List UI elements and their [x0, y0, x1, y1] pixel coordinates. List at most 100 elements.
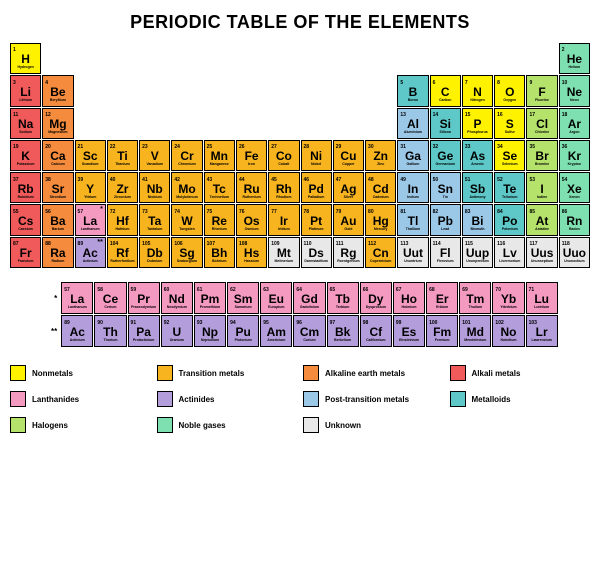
empty-cell — [171, 43, 202, 74]
element-symbol: C — [441, 86, 450, 98]
legend-item-noble: Noble gases — [157, 417, 298, 433]
element-name: Hydrogen — [17, 66, 33, 70]
element-Ar: 18ArArgon — [559, 108, 590, 139]
element-name: Lawrencium — [531, 339, 551, 343]
empty-cell — [365, 43, 396, 74]
element-name: Darmstadtium — [304, 260, 328, 264]
element-symbol: K — [21, 150, 30, 162]
element-symbol: La — [70, 293, 84, 305]
empty-cell — [107, 108, 138, 139]
element-symbol: N — [473, 86, 482, 98]
element-symbol: Sg — [179, 247, 194, 259]
element-symbol: O — [505, 86, 514, 98]
element-symbol: Y — [86, 183, 94, 195]
element-Pa: 91PaProtactinium — [128, 315, 160, 347]
element-symbol: Pt — [310, 215, 322, 227]
empty-cell — [139, 108, 170, 139]
atomic-number: 39 — [76, 177, 85, 183]
element-name: Oxygen — [503, 99, 516, 103]
element-symbol: Eu — [269, 293, 284, 305]
element-symbol: Br — [535, 150, 548, 162]
element-Tl: 81TlThallium — [397, 204, 428, 235]
periodic-table: 1HHydrogen2HeHelium3LiLithium4BeBerylliu… — [0, 43, 600, 268]
element-name: Erbium — [436, 306, 448, 310]
element-He: 2HeHelium — [559, 43, 590, 74]
element-As: 33AsArsenic — [462, 140, 493, 171]
element-Fr: 87FrFrancium — [10, 237, 41, 268]
element-symbol: B — [409, 86, 418, 98]
element-Pu: 94PuPlutonium — [227, 315, 259, 347]
element-name: Nobelium — [501, 339, 517, 343]
element-name: Tungsten — [179, 228, 195, 232]
element-P: 15PPhosphorus — [462, 108, 493, 139]
atomic-number: 74 — [172, 209, 181, 215]
element-symbol: Sr — [52, 183, 65, 195]
element-symbol: Zn — [373, 150, 388, 162]
element-symbol: In — [408, 183, 419, 195]
element-symbol: Si — [440, 118, 451, 130]
element-symbol: Sn — [438, 183, 453, 195]
element-name: Strontium — [50, 196, 67, 200]
element-symbol: Hf — [116, 215, 129, 227]
atomic-number: 9 — [527, 80, 533, 86]
atomic-number: 92 — [162, 320, 171, 326]
element-name: Actinium — [70, 339, 85, 343]
element-name: Lithium — [19, 99, 32, 103]
empty-cell — [462, 43, 493, 74]
element-symbol: Bk — [335, 326, 350, 338]
element-name: Ruthenium — [242, 196, 260, 200]
empty-cell — [42, 43, 73, 74]
element-symbol: S — [506, 118, 514, 130]
element-K: 19KPotassium — [10, 140, 41, 171]
element-symbol: Sc — [83, 150, 98, 162]
atomic-number: 4 — [43, 80, 49, 86]
empty-cell — [75, 43, 106, 74]
legend-label: Halogens — [32, 421, 68, 430]
element-name: Rutherfordium — [110, 260, 134, 264]
element-name: Zirconium — [114, 196, 131, 200]
empty-cell — [268, 108, 299, 139]
lanthanide-actinide-block: *57LaLanthanum58CeCerium59PrPraseodymium… — [0, 282, 600, 347]
legend-item-alkali: Alkali metals — [450, 365, 591, 381]
element-name: Polonium — [502, 228, 518, 232]
element-N: 7NNitrogen — [462, 75, 493, 106]
element-name: Boron — [408, 99, 418, 103]
empty-cell — [139, 75, 170, 106]
element-Bk: 97BkBerkelium — [327, 315, 359, 347]
element-name: Thorium — [103, 339, 117, 343]
legend-swatch — [10, 365, 26, 381]
element-name: Thulium — [469, 306, 483, 310]
atomic-number: 72 — [108, 209, 117, 215]
element-Li: 3LiLithium — [10, 75, 41, 106]
element-name: Sodium — [19, 131, 32, 135]
series-marker: * — [42, 282, 60, 314]
element-name: Samarium — [235, 306, 252, 310]
element-symbol: Kr — [568, 150, 581, 162]
element-name: Indium — [407, 196, 418, 200]
element-Np: 93NpNeptunium — [194, 315, 226, 347]
element-Ra: 88RaRadium — [42, 237, 73, 268]
element-Cu: 29CuCopper — [333, 140, 364, 171]
element-name: Iridium — [278, 228, 290, 232]
element-name: Niobium — [148, 196, 162, 200]
element-Si: 14SiSilicon — [430, 108, 461, 139]
element-name: Sulfur — [505, 131, 515, 135]
element-name: Neon — [570, 99, 579, 103]
element-name: Beryllium — [50, 99, 66, 103]
element-name: Neodymium — [167, 306, 187, 310]
element-name: Livermorium — [499, 260, 520, 264]
legend-item-halogen: Halogens — [10, 417, 151, 433]
element-Mn: 25MnManganese — [204, 140, 235, 171]
empty-cell — [430, 43, 461, 74]
atomic-number: 19 — [11, 144, 20, 150]
empty-cell — [139, 43, 170, 74]
element-symbol: Te — [503, 183, 516, 195]
atomic-number: 3 — [11, 80, 17, 86]
legend-label: Transition metals — [179, 369, 245, 378]
element-U: 92UUranium — [161, 315, 193, 347]
element-symbol: Bh — [211, 247, 227, 259]
empty-cell — [171, 108, 202, 139]
element-symbol: Se — [502, 150, 517, 162]
element-Uup: 115UupUnunpentium — [462, 237, 493, 268]
element-Er: 68ErErbium — [426, 282, 458, 314]
